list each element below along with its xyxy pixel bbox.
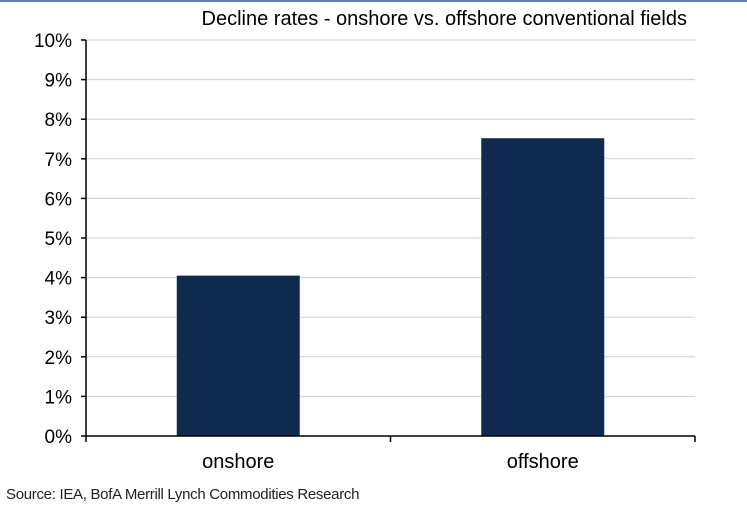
- y-tick-label: 4%: [45, 269, 73, 290]
- y-tick-label: 5%: [45, 229, 73, 250]
- tick-labels: 0% 1% 2% 3% 4% 5% 6% 7% 8% 9% 10% onshore offshore: [34, 31, 579, 473]
- y-tick-label: 10%: [34, 31, 72, 52]
- bars: [176, 138, 605, 436]
- y-tick-label: 2%: [45, 348, 73, 369]
- y-tick-label: 8%: [45, 110, 73, 131]
- bar-onshore: [176, 275, 300, 436]
- chart-title: Decline rates - onshore vs. offshore con…: [201, 8, 687, 30]
- y-tick-label: 7%: [45, 150, 73, 171]
- bar-chart: 0% 1% 2% 3% 4% 5% 6% 7% 8% 9% 10% onshore offshore: [34, 31, 696, 473]
- top-rule: [0, 0, 747, 2]
- y-tick-label: 9%: [45, 71, 73, 92]
- y-tick-label: 6%: [45, 189, 73, 210]
- y-tick-label: 0%: [45, 427, 73, 448]
- y-tick-label: 3%: [45, 308, 73, 329]
- y-tick-label: 1%: [45, 387, 73, 408]
- x-tick-label: offshore: [507, 451, 579, 473]
- source-note: Source: IEA, BofA Merrill Lynch Commodit…: [6, 486, 360, 503]
- axes: [81, 39, 696, 442]
- bar-offshore: [481, 138, 605, 436]
- x-tick-label: onshore: [202, 451, 274, 473]
